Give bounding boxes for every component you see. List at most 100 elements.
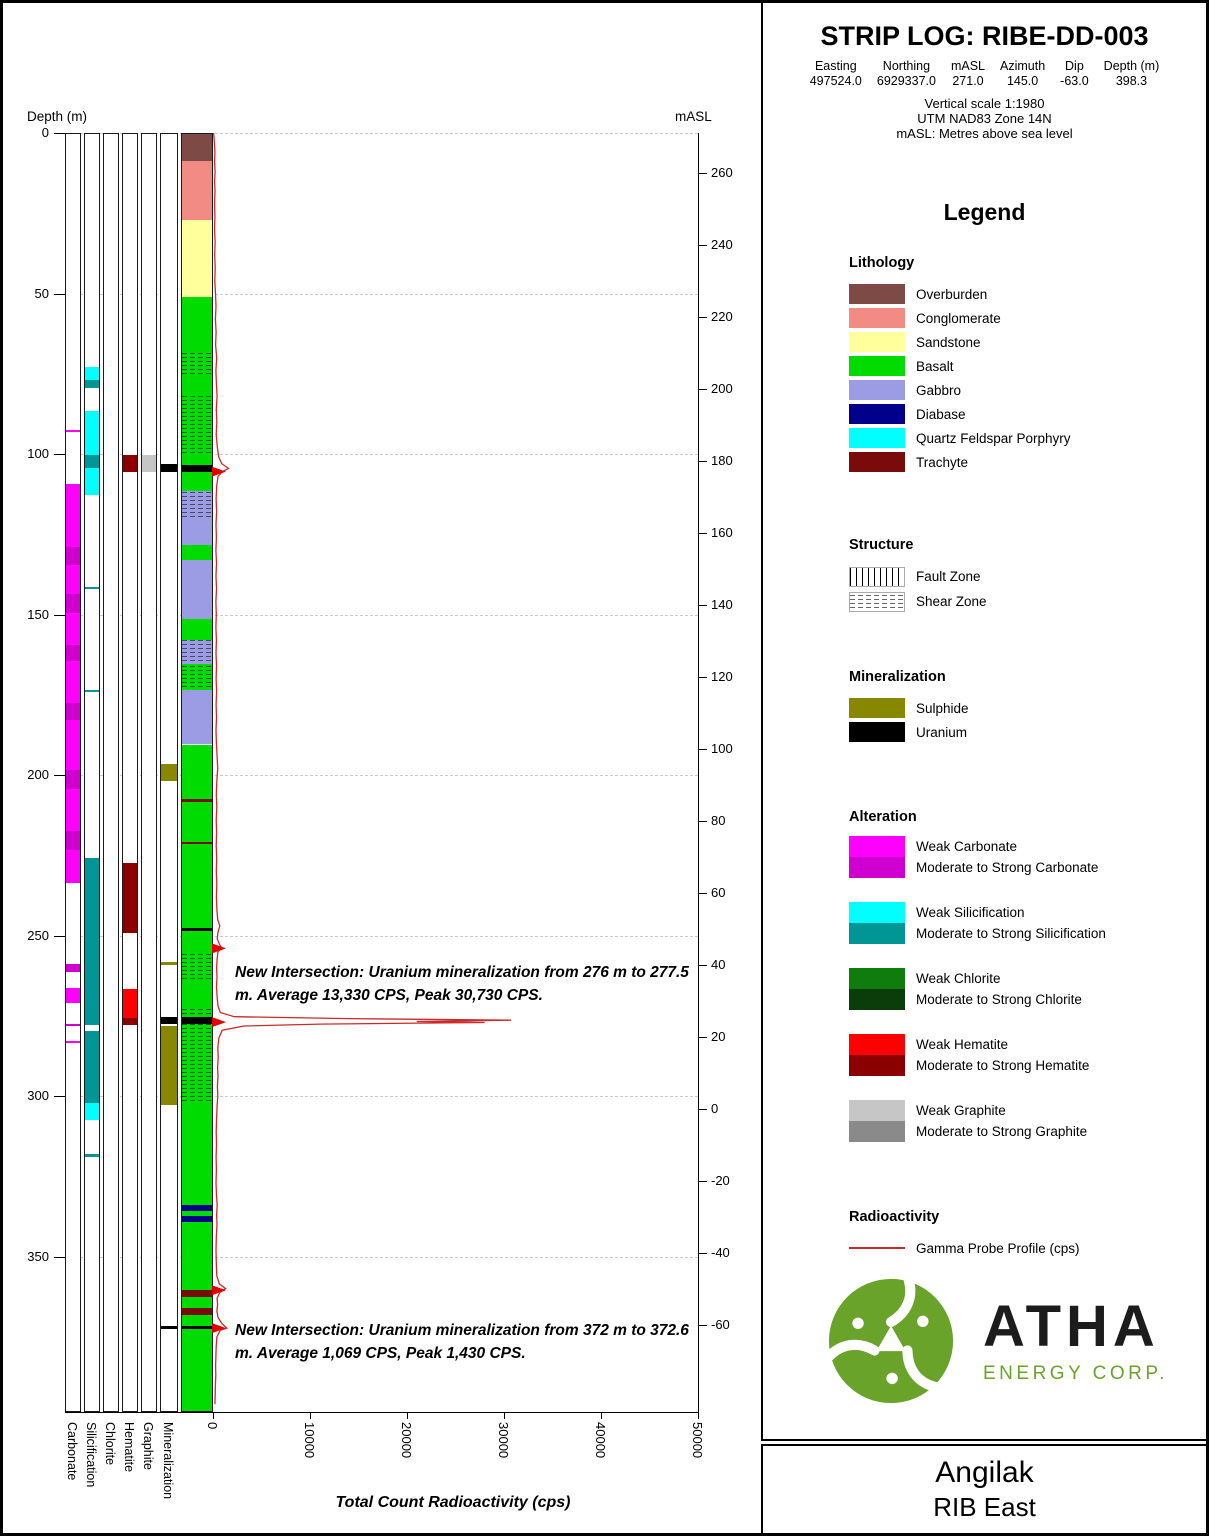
- legend-item-diabase: Diabase: [849, 402, 1198, 426]
- alteration-labels: Weak Chlorite Moderate to Strong Chlorite: [916, 968, 1082, 1010]
- masl-tick: [698, 604, 707, 606]
- legend-items: Gamma Probe Profile (cps): [849, 1236, 1198, 1260]
- alteration-labels: Weak Carbonate Moderate to Strong Carbona…: [916, 836, 1098, 878]
- alteration-interval-weak: [66, 484, 80, 548]
- lithology-interval-uranium: [182, 1016, 212, 1024]
- plot-right-border: [698, 133, 699, 1412]
- cps-tick: [601, 1411, 602, 1419]
- cps-tick: [213, 1411, 214, 1419]
- legend-section-structure: Structure Fault Zone Shear Zone: [849, 537, 1198, 614]
- lithology-interval-sandstone: [182, 219, 212, 297]
- masl-tick-label: 100: [711, 741, 733, 757]
- x-axis-title: Total Count Radioactivity (cps): [335, 1494, 571, 1511]
- cps-tick-label: 0: [205, 1421, 220, 1429]
- cps-tick: [407, 1411, 408, 1419]
- cps-tick: [504, 1411, 505, 1419]
- depth-tick: [54, 1096, 65, 1097]
- column-chlorite: [103, 133, 119, 1412]
- alteration-swatch: [849, 968, 905, 1010]
- alteration-interval-strong: [66, 1023, 80, 1027]
- weak-swatch: [849, 836, 905, 857]
- atha-logo: ATHA ENERGY CORP.: [815, 1265, 1168, 1417]
- meta-azimuth: Azimuth 145.0: [1000, 59, 1045, 89]
- meta-label: Azimuth: [1000, 59, 1046, 73]
- meta-label: mASL: [950, 59, 986, 73]
- legend-item-label: Shear Zone: [916, 594, 987, 609]
- alteration-swatch: [849, 1100, 905, 1142]
- masl-tick-label: 220: [711, 308, 733, 324]
- alteration-interval-weak: [85, 1103, 99, 1121]
- lithology-interval-overburden: [182, 133, 212, 161]
- lithology-interval-diabase: [182, 1205, 212, 1211]
- meta-masl: mASL 271.0: [951, 59, 985, 89]
- strip-log-title: STRIP LOG: RIBE-DD-003: [820, 21, 1149, 51]
- alteration-interval-weak: [123, 989, 137, 1019]
- alteration-interval-weak: [66, 988, 80, 1003]
- title-block: Angilak RIB East: [761, 1444, 1206, 1533]
- alteration-interval-strong: [85, 689, 99, 693]
- cps-tick-label: 50000: [690, 1421, 705, 1458]
- masl-tick: [698, 677, 707, 678]
- alteration-interval-strong: [85, 1154, 99, 1157]
- legend-item-label: Trachyte: [916, 454, 969, 470]
- column-silicification: [84, 133, 100, 1412]
- legend-item-label: Weak Graphite: [916, 1103, 1006, 1118]
- masl-tick-label: 60: [711, 885, 726, 901]
- alteration-interval-weak: [85, 367, 99, 381]
- project-name: Angilak: [935, 1456, 1034, 1489]
- legend-pair-weak-hematite: Weak Hematite Moderate to Strong Hematite: [849, 1034, 1198, 1076]
- annotation-uranium-372m: New Intersection: Uranium mineralization…: [235, 1322, 689, 1363]
- masl-tick-label: 140: [711, 596, 733, 612]
- legend-item-label: Weak Hematite: [916, 1037, 1009, 1052]
- alteration-labels: Weak Hematite Moderate to Strong Hematite: [916, 1034, 1089, 1076]
- legend-item-fault-zone: Fault Zone: [849, 564, 1198, 589]
- fault-pattern-swatch: [849, 566, 905, 587]
- meta-depth-m-: Depth (m) 398.3: [1104, 59, 1160, 89]
- lithology-interval-trachyte: [182, 841, 212, 845]
- cps-tick-label: 30000: [496, 1421, 511, 1458]
- lithology-interval-basalt: [182, 545, 212, 560]
- lithology-interval-uranium: [182, 1326, 212, 1330]
- legend-section-title: Lithology: [849, 255, 915, 271]
- meta-value: 398.3: [1115, 74, 1148, 88]
- lithology-interval-basalt: [182, 744, 212, 800]
- masl-tick: [698, 460, 707, 462]
- legend-section-mineralization: Mineralization Sulphide Uranium: [849, 669, 1198, 744]
- lithology-interval-gabbro: [182, 490, 212, 520]
- strong-swatch: [849, 1121, 905, 1142]
- lithology-interval-basalt: [182, 1210, 212, 1217]
- lithology-interval-basalt: [182, 1007, 212, 1017]
- cps-tick-label: 40000: [593, 1421, 608, 1458]
- lithology-interval-trachyte: [182, 1290, 212, 1297]
- area-name: RIB East: [933, 1492, 1036, 1522]
- alteration-swatch: [849, 1034, 905, 1076]
- alteration-interval-weak: [66, 661, 80, 703]
- mineralization-swatch: [849, 722, 905, 742]
- lithology-interval-conglomerate: [182, 160, 212, 220]
- mineralization-interval-sulphide: [161, 1026, 177, 1105]
- lithology-interval-basalt: [182, 1329, 212, 1411]
- lithology-interval-basalt: [182, 1023, 212, 1105]
- alteration-interval-strong: [123, 1018, 137, 1025]
- mineralization-interval-sulphide: [161, 962, 177, 966]
- lithology-interval-trachyte: [182, 799, 212, 802]
- lithology-interval-basalt: [182, 953, 212, 983]
- weak-swatch: [849, 968, 905, 989]
- legend-item-label: Weak Carbonate: [916, 839, 1018, 854]
- meta-dip: Dip -63.0: [1060, 59, 1089, 89]
- lithology-interval-uranium: [182, 928, 212, 931]
- weak-swatch: [849, 1100, 905, 1121]
- strong-swatch: [849, 989, 905, 1010]
- alteration-interval-strong: [123, 863, 137, 934]
- masl-tick-label: -20: [711, 1173, 730, 1189]
- scale-note: Vertical scale 1:1980: [924, 96, 1045, 111]
- lithology-swatch: [849, 452, 905, 472]
- legend-item-label: Basalt: [916, 358, 954, 374]
- legend-pair-weak-graphite: Weak Graphite Moderate to Strong Graphite: [849, 1100, 1198, 1142]
- legend-section-title: Alteration: [849, 809, 917, 825]
- legend-item-label: Sulphide: [916, 700, 969, 716]
- alteration-interval-strong: [123, 454, 137, 472]
- lithology-interval-basalt: [182, 296, 212, 352]
- shear-pattern-swatch: [849, 591, 905, 612]
- alteration-interval-strong: [85, 380, 99, 389]
